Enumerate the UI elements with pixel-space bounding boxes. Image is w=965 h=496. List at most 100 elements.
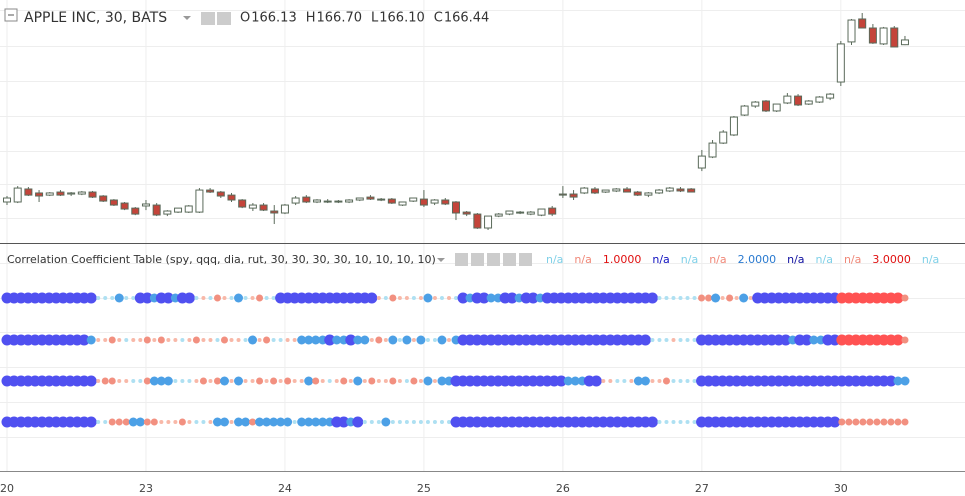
candle-body (120, 202, 129, 210)
correlation-dot (270, 377, 278, 385)
correlation-dot (194, 379, 199, 383)
correlation-dot (506, 292, 518, 304)
candle-body (794, 95, 803, 106)
correlation-dot (255, 417, 265, 427)
candle-body (473, 213, 482, 229)
correlation-dot (734, 296, 739, 300)
correlation-dot (96, 296, 101, 300)
correlation-dot (418, 296, 423, 300)
correlation-dot (657, 338, 662, 342)
correlation-dot (108, 418, 116, 426)
correlation-dot (332, 335, 342, 345)
legend-area: 20 23 24 25 26 27 30 APPLE INC, 30, BATS O 166.13… (0, 10, 939, 495)
correlation-dot (264, 379, 269, 383)
correlation-dot (657, 296, 662, 300)
correlation-dot (411, 338, 416, 342)
plot-area (1, 13, 910, 428)
correlation-dot (243, 338, 248, 342)
correlation-dot (311, 417, 321, 427)
correlation-dot (900, 376, 910, 386)
correlation-dot (292, 379, 297, 383)
correlation-dot (383, 338, 388, 342)
correlation-dot (657, 420, 662, 424)
candle-body (387, 198, 396, 204)
correlation-dot (103, 420, 108, 424)
correlation-dot (410, 377, 418, 385)
correlation-dot (304, 376, 314, 386)
candle-body (484, 215, 493, 229)
correlation-dot (368, 377, 376, 385)
more-button[interactable] (503, 253, 516, 266)
correlation-dot (457, 292, 469, 304)
correlation-dot (276, 417, 286, 427)
candle-body (772, 103, 781, 112)
correlation-dot (376, 296, 381, 300)
correlation-dot (156, 376, 166, 386)
correlation-dot (234, 376, 244, 386)
visibility-button[interactable] (455, 253, 468, 266)
correlation-dot (131, 296, 136, 300)
correlation-dot (650, 338, 655, 342)
correlation-dot (446, 338, 451, 342)
candle-body (783, 95, 792, 104)
correlation-dot (671, 338, 676, 342)
candle-body (655, 189, 664, 194)
candle-body (676, 188, 685, 192)
ohlc-value: 166.44 (444, 11, 490, 26)
indicator-title: Correlation Coefficient Table (spy, qqq,… (7, 253, 436, 266)
correlation-dot (157, 336, 165, 344)
candle-body (633, 191, 642, 196)
candle-body (99, 195, 108, 202)
correlation-dot (416, 335, 426, 345)
source-button[interactable] (487, 253, 500, 266)
symbol-title: APPLE INC, 30, BATS (24, 10, 167, 26)
candle-body (548, 207, 557, 215)
candle-body (174, 207, 183, 213)
x-tick-label: 27 (695, 482, 709, 495)
candle-body (366, 196, 375, 200)
correlation-dot (208, 420, 213, 424)
correlation-dot (726, 294, 734, 302)
x-tick-label: 30 (834, 482, 848, 495)
candle-body (761, 100, 770, 112)
candle-body (740, 105, 749, 116)
candle-body (141, 203, 150, 207)
correlation-dot (829, 416, 841, 428)
correlation-dot (166, 338, 171, 342)
correlation-dot (893, 376, 903, 386)
correlation-dot (555, 375, 567, 387)
correlation-dot (283, 417, 293, 427)
correlation-dot (124, 338, 129, 342)
candle-body (56, 191, 65, 196)
settings-button[interactable] (217, 12, 231, 25)
correlation-dot (187, 379, 192, 383)
correlation-dot (101, 377, 109, 385)
candle-body (13, 187, 22, 203)
candle-body (377, 198, 386, 201)
correlation-dot (478, 292, 490, 304)
remove-button[interactable] (519, 253, 532, 266)
correlation-dot (362, 420, 367, 424)
correlation-dot (96, 338, 101, 342)
correlation-dot (243, 296, 248, 300)
candle-body (612, 188, 621, 192)
candle-body (569, 193, 578, 198)
correlation-dot (446, 420, 451, 424)
candle-body (280, 204, 289, 214)
candle-body (270, 210, 279, 214)
correlation-dot (183, 292, 195, 304)
correlation-dot (178, 418, 186, 426)
correlation-dot (213, 377, 221, 385)
visibility-button[interactable] (201, 12, 215, 25)
correlation-dot (402, 335, 412, 345)
indicator-value: 3.0000 (872, 253, 911, 266)
correlation-dot (173, 420, 178, 424)
candle-body (398, 201, 407, 206)
candle-body (708, 142, 717, 158)
correlation-dot (312, 377, 320, 385)
correlation-dot (222, 296, 227, 300)
candle-body (184, 205, 193, 213)
correlation-dot (748, 296, 753, 300)
correlation-dot (852, 418, 860, 426)
settings-button[interactable] (471, 253, 484, 266)
